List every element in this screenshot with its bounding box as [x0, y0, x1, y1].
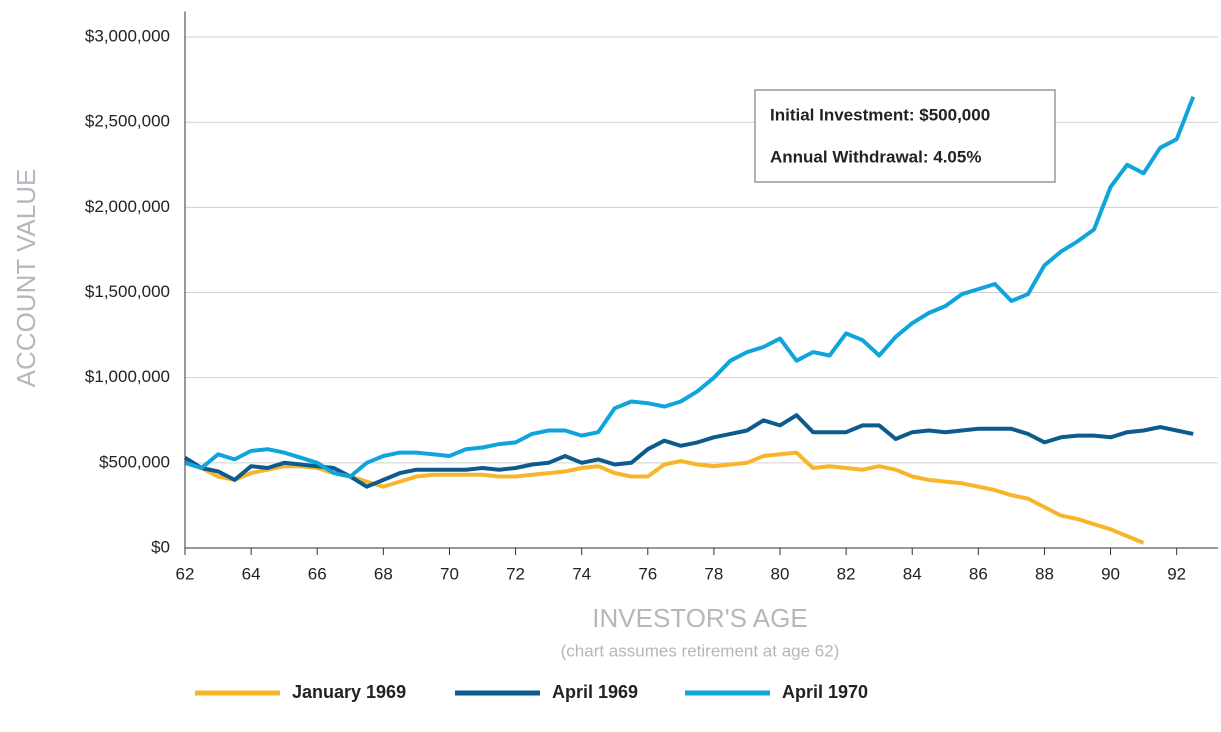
- x-tick-label: 80: [771, 564, 790, 583]
- annotation-box: [754, 89, 1056, 183]
- x-tick-label: 74: [572, 564, 591, 583]
- x-tick-label: 86: [969, 564, 988, 583]
- legend-label: April 1969: [552, 682, 638, 702]
- x-tick-label: 68: [374, 564, 393, 583]
- y-tick-label: $1,000,000: [85, 367, 170, 386]
- x-tick-label: 72: [506, 564, 525, 583]
- y-tick-label: $500,000: [99, 452, 170, 471]
- series-line: [183, 413, 1194, 489]
- x-tick-label: 76: [638, 564, 657, 583]
- x-axis-title: INVESTOR'S AGE: [592, 603, 807, 633]
- y-axis-title: ACCOUNT VALUE: [11, 169, 41, 388]
- x-axis-note: (chart assumes retirement at age 62): [561, 641, 840, 660]
- series-line: [184, 95, 1196, 479]
- x-tick-label: 84: [903, 564, 922, 583]
- y-tick-label: $0: [151, 537, 170, 556]
- y-tick-label: $2,000,000: [85, 197, 170, 216]
- x-tick-label: 88: [1035, 564, 1054, 583]
- annotation: Initial Investment: $500,000: [770, 105, 990, 124]
- x-tick-label: 66: [308, 564, 327, 583]
- x-tick-label: 70: [440, 564, 459, 583]
- x-tick-label: 78: [704, 564, 723, 583]
- x-tick-label: 92: [1167, 564, 1186, 583]
- y-tick-label: $2,500,000: [85, 112, 170, 131]
- y-tick-label: $1,500,000: [85, 282, 170, 301]
- legend-label: April 1970: [782, 682, 868, 702]
- x-tick-label: 90: [1101, 564, 1120, 583]
- x-tick-label: 64: [242, 564, 261, 583]
- x-tick-label: 62: [176, 564, 195, 583]
- legend-label: January 1969: [292, 682, 406, 702]
- annotation: Annual Withdrawal: 4.05%: [770, 147, 981, 166]
- y-tick-label: $3,000,000: [85, 27, 170, 46]
- x-tick-label: 82: [837, 564, 856, 583]
